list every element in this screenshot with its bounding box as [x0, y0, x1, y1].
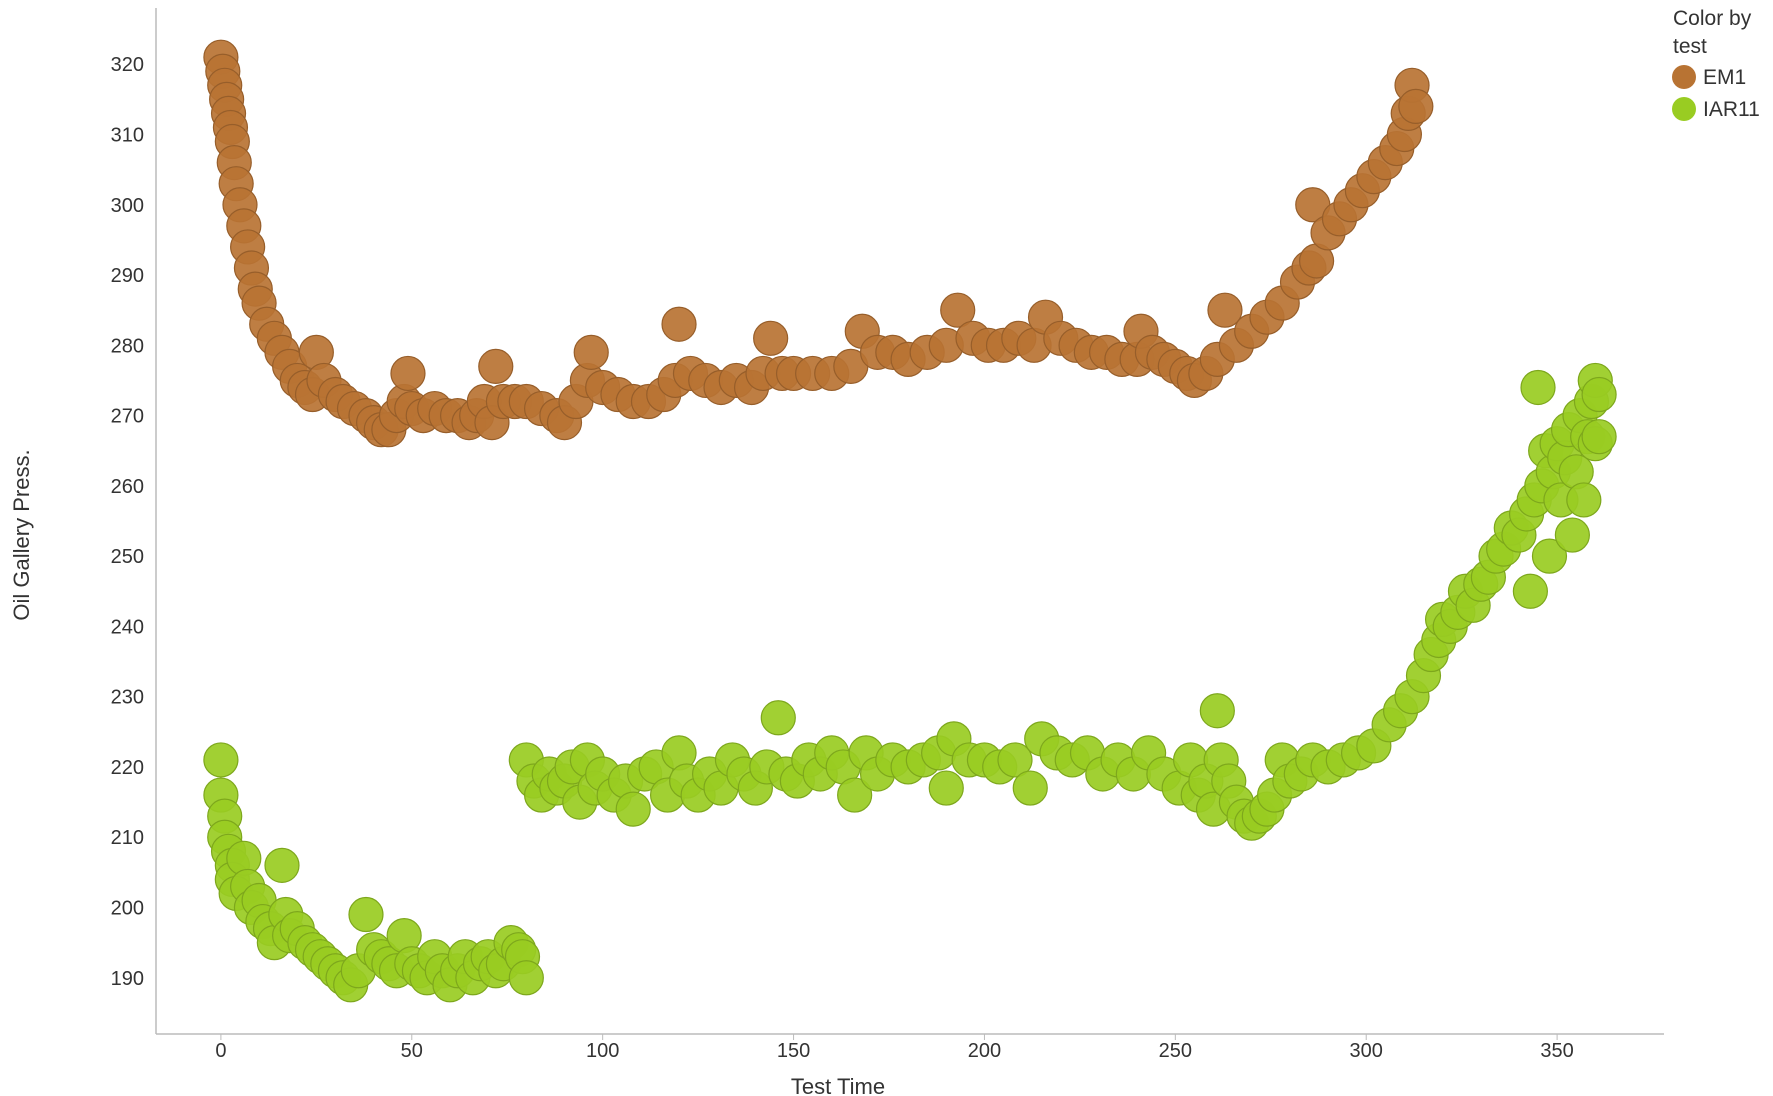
data-point-iar11[interactable]: [615, 791, 651, 827]
x-tick-label: 300: [1350, 1040, 1383, 1062]
plot-points: [203, 39, 1617, 1003]
y-tick-label: 240: [111, 616, 144, 638]
data-point-iar11[interactable]: [264, 847, 300, 883]
legend-swatch-em1: [1672, 65, 1696, 89]
data-point-iar11[interactable]: [1581, 419, 1617, 455]
x-tick-label: 50: [401, 1040, 423, 1062]
x-tick-label: 0: [215, 1040, 226, 1062]
y-tick-label: 260: [111, 476, 144, 498]
y-tick-label: 310: [111, 124, 144, 146]
y-tick-label: 190: [111, 968, 144, 990]
data-point-iar11[interactable]: [203, 742, 239, 778]
legend-label-em1: EM1: [1703, 66, 1746, 89]
data-point-iar11[interactable]: [837, 777, 873, 813]
data-point-iar11[interactable]: [1520, 369, 1556, 406]
data-point-em1[interactable]: [390, 355, 426, 392]
data-point-iar11[interactable]: [928, 770, 964, 806]
x-axis: 0 50 100 150 200 250 300 350: [156, 1033, 1664, 1062]
legend-title-line-1: Color by: [1673, 7, 1752, 30]
y-tick-label: 220: [111, 757, 144, 779]
data-point-iar11[interactable]: [1566, 482, 1602, 518]
series-iar11: [203, 362, 1617, 1003]
data-point-em1[interactable]: [661, 306, 697, 342]
data-point-iar11[interactable]: [1512, 573, 1548, 609]
data-point-iar11[interactable]: [760, 700, 796, 736]
data-point-iar11[interactable]: [348, 896, 384, 933]
series-em1: [203, 39, 1434, 448]
y-tick-label: 300: [111, 195, 144, 217]
x-tick-label: 200: [968, 1040, 1001, 1062]
y-tick-label: 200: [111, 898, 144, 920]
data-point-em1[interactable]: [940, 292, 976, 328]
data-point-iar11[interactable]: [508, 960, 544, 996]
legend-item-em1[interactable]: EM1: [1672, 65, 1746, 89]
data-point-em1[interactable]: [478, 348, 514, 384]
x-tick-label: 150: [777, 1040, 810, 1062]
data-point-em1[interactable]: [573, 334, 609, 370]
x-tick-labels: 0 50 100 150 200 250 300 350: [215, 1034, 1574, 1062]
x-tick-label: 100: [586, 1040, 619, 1062]
x-axis-title: Test Time: [791, 1074, 885, 1096]
data-point-em1[interactable]: [753, 320, 789, 356]
y-tick-label: 290: [111, 265, 144, 287]
legend-title-line-2: test: [1673, 35, 1707, 58]
data-point-em1[interactable]: [1398, 88, 1434, 124]
y-tick-label: 280: [111, 335, 144, 357]
data-point-iar11[interactable]: [997, 742, 1033, 778]
legend-swatch-iar11: [1672, 97, 1696, 121]
data-point-em1[interactable]: [1207, 292, 1243, 328]
x-tick-label: 350: [1540, 1040, 1573, 1062]
y-axis: 190 200 210 220 230 240 250 260 270 280 290 300 310 3…: [111, 8, 157, 1034]
y-tick-label: 320: [111, 54, 144, 76]
y-axis-title: Oil Gallery Press.: [9, 449, 34, 620]
y-tick-label: 250: [111, 546, 144, 568]
data-point-iar11[interactable]: [1531, 538, 1568, 574]
x-tick-label: 250: [1159, 1040, 1192, 1062]
y-tick-labels: 190 200 210 220 230 240 250 260 270 280 290 300 310 3…: [111, 54, 144, 990]
legend-item-iar11[interactable]: IAR11: [1672, 97, 1760, 121]
y-tick-label: 210: [111, 827, 144, 849]
legend-label-iar11: IAR11: [1703, 98, 1760, 121]
data-point-iar11[interactable]: [1581, 376, 1617, 413]
y-tick-label: 270: [111, 406, 144, 428]
data-point-iar11[interactable]: [1012, 770, 1048, 806]
y-tick-label: 230: [111, 687, 144, 709]
data-point-iar11[interactable]: [1554, 517, 1590, 553]
data-point-iar11[interactable]: [1199, 693, 1235, 729]
legend: Color by test EM1 IAR11: [1672, 7, 1760, 121]
